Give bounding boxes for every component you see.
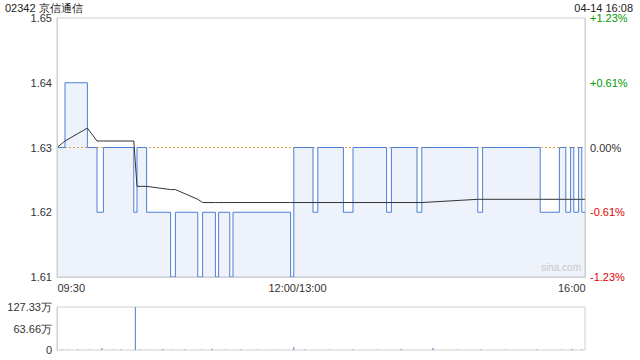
volume-bar <box>77 349 78 350</box>
y-tick: 1.62 <box>31 206 57 218</box>
y-tick-label: 1.62 <box>31 206 52 218</box>
y-tick: 1.63 <box>31 142 57 154</box>
y2-tick-label: -0.61% <box>590 206 625 218</box>
y2-tick-label: +0.61% <box>590 77 628 89</box>
volume-bar <box>560 349 561 350</box>
volume-bar <box>61 349 62 350</box>
x-tick-label: 09:30 <box>58 282 86 294</box>
volume-bar <box>304 349 305 350</box>
volume-bar <box>68 349 69 350</box>
volume-bar <box>240 349 241 350</box>
x-tick-label: 12:00/13:00 <box>268 282 326 294</box>
volume-bar <box>149 349 150 350</box>
average-line <box>57 128 585 202</box>
x-tick: 09:30 <box>58 277 86 294</box>
y2-tick-label: -1.23% <box>590 271 625 283</box>
volume-bar <box>112 349 113 350</box>
y-tick: 1.65 <box>31 12 57 24</box>
y-tick: 1.61 <box>31 271 57 283</box>
price-area <box>57 83 585 277</box>
volume-bar <box>200 349 201 350</box>
x-tick: 12:00/13:00 <box>268 277 326 294</box>
y-tick-label: 1.63 <box>31 142 52 154</box>
y2-tick: +0.61% <box>585 77 628 89</box>
volume-bar <box>432 348 433 350</box>
x-axis-line <box>58 277 586 278</box>
y-tick-label: 1.64 <box>31 77 52 89</box>
volume-bar <box>184 349 185 350</box>
volume-y-tick: 127.33万 <box>7 301 57 313</box>
y-axis: 1.61 1.62 1.63 1.64 1.65 <box>31 12 58 283</box>
volume-bar <box>536 349 537 350</box>
price-marks <box>57 83 585 277</box>
chart: 02342 京信通信04-14 16:081.611.621.631.641.6… <box>0 0 640 360</box>
volume-bar <box>212 349 213 350</box>
volume-y-axis-line <box>57 308 58 351</box>
x-tick: 16:00 <box>558 277 586 294</box>
y2-tick-label: +1.23% <box>590 12 628 24</box>
y2-axis: -1.23% -0.61% 0.00% +0.61% +1.23% <box>585 12 628 283</box>
plot-frame <box>57 18 585 277</box>
volume-bar <box>293 347 294 350</box>
volume-y-tick: 0 <box>46 344 57 356</box>
volume-marks <box>57 307 582 350</box>
y-tick: 1.64 <box>31 77 57 89</box>
volume-y-tick: 63.66万 <box>13 323 57 335</box>
y2-tick: -1.23% <box>585 271 625 283</box>
volume-bar <box>572 349 573 350</box>
y2-tick-label: 0.00% <box>590 142 621 154</box>
volume-bar <box>504 349 505 350</box>
x-axis: 09:30 12:00/13:00 16:00 <box>58 277 586 294</box>
volume-bar <box>88 349 89 350</box>
volume-bar <box>581 349 582 350</box>
volume-bar <box>352 349 353 350</box>
volume-bar <box>172 349 173 350</box>
volume-bar <box>400 349 401 350</box>
volume-bar <box>120 349 121 350</box>
volume-bar <box>328 349 329 350</box>
volume-bar <box>101 348 102 350</box>
y-tick-label: 1.65 <box>31 12 52 24</box>
volume-bar <box>456 349 457 350</box>
volume-bar <box>135 307 136 350</box>
y2-tick: +1.23% <box>585 12 628 24</box>
volume-bar <box>256 349 257 350</box>
volume-bar <box>140 349 141 350</box>
volume-bar <box>162 349 163 350</box>
y2-tick: -0.61% <box>585 206 625 218</box>
y2-axis-line <box>585 19 586 278</box>
volume-bar <box>224 349 225 350</box>
volume-y-tick-label: 0 <box>46 344 52 356</box>
x-tick-label: 16:00 <box>558 282 586 294</box>
volume-bar <box>277 349 278 350</box>
volume-bar <box>480 349 481 350</box>
volume-y-tick-label: 127.33万 <box>7 301 52 313</box>
watermark: sina.com <box>541 262 581 273</box>
y2-tick: 0.00% <box>585 142 621 154</box>
price-line <box>57 83 585 277</box>
y-axis-line <box>57 19 58 278</box>
volume-y-tick-label: 63.66万 <box>13 323 52 335</box>
volume-y-axis: 0 63.66万 127.33万 <box>7 301 57 356</box>
volume-frame <box>57 307 585 350</box>
volume-bar <box>376 349 377 350</box>
y-tick-label: 1.61 <box>31 271 52 283</box>
